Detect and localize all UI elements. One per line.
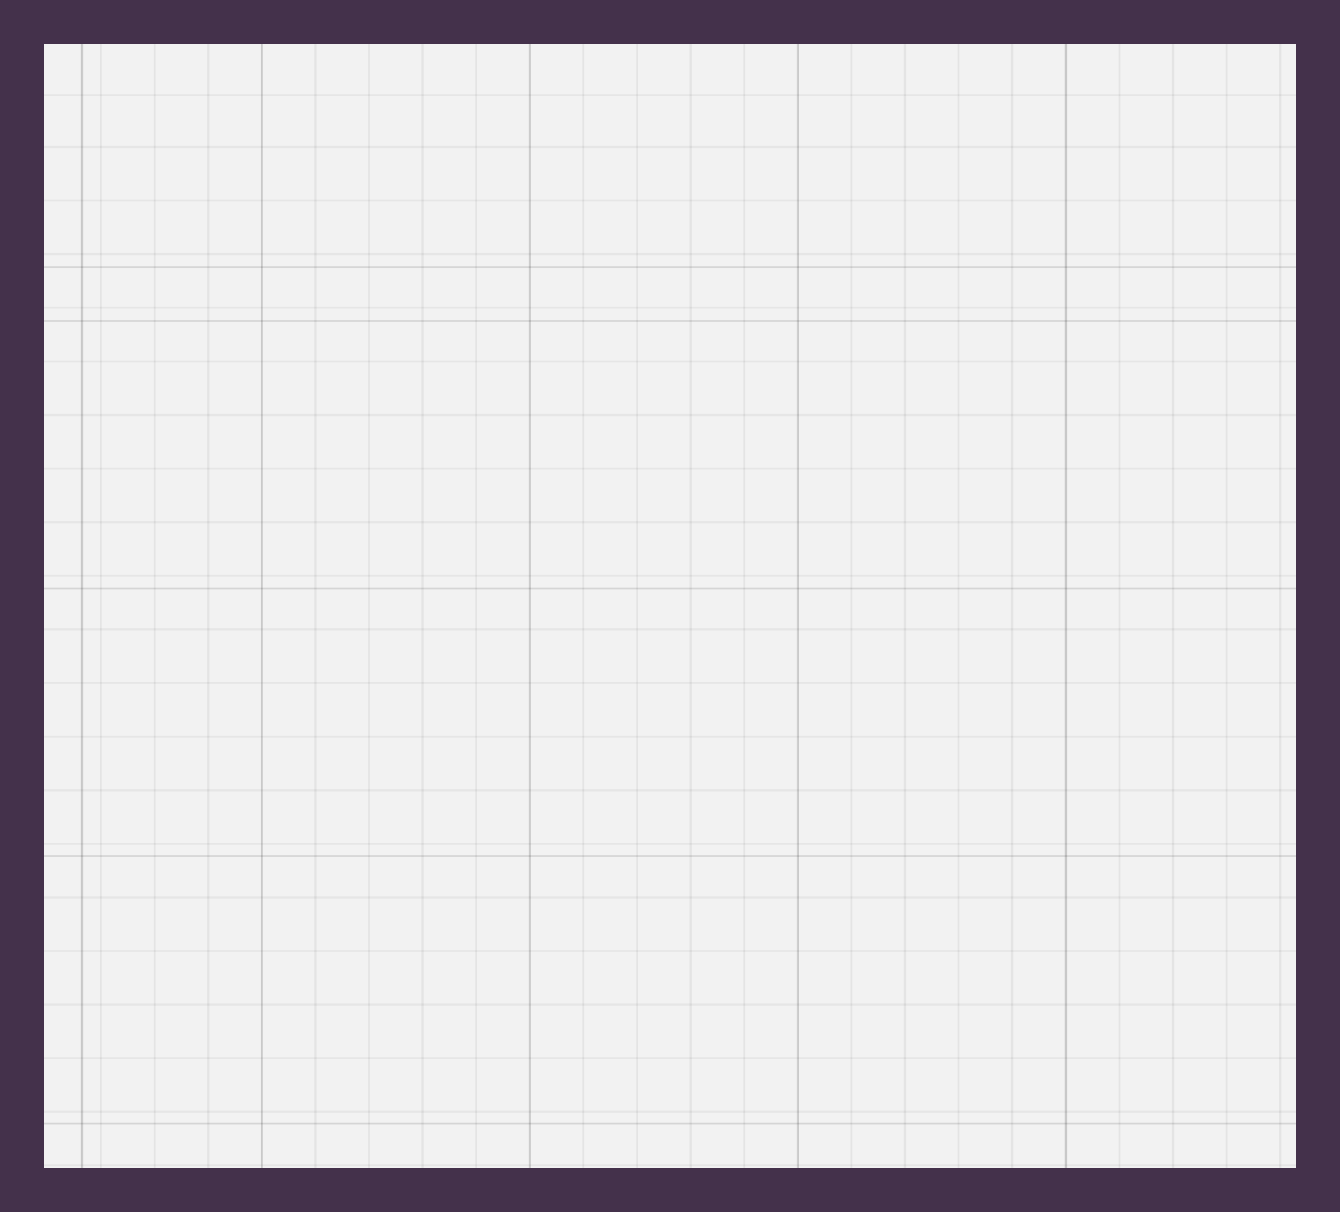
grid-canvas[interactable] [44, 44, 1296, 1168]
minor-grid-lines [44, 44, 1296, 1168]
major-grid-lines [44, 44, 1296, 1168]
